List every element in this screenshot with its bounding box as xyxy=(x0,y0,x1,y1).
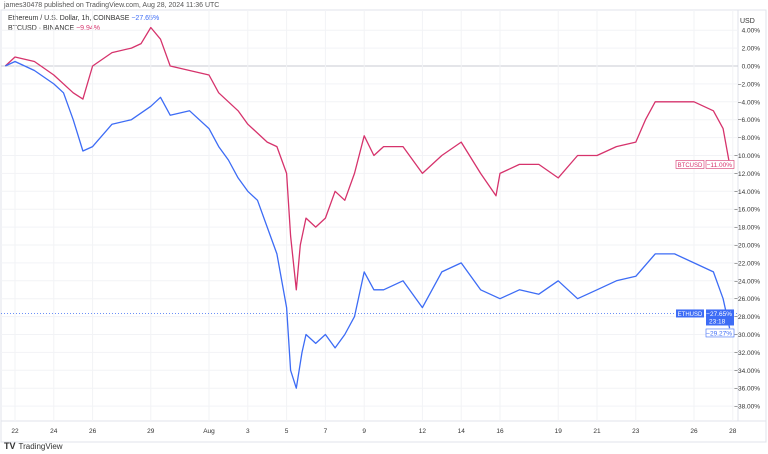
x-tick-label: Aug xyxy=(203,428,215,435)
x-tick-label: 9 xyxy=(362,428,366,435)
x-tick-label: 23 xyxy=(632,428,640,435)
x-tick-label: 7 xyxy=(324,428,328,435)
x-tick-label: 19 xyxy=(555,428,563,435)
y-tick-label: −34.00% xyxy=(734,368,760,375)
x-tick-label: 26 xyxy=(690,428,698,435)
x-tick-label: 3 xyxy=(246,428,250,435)
y-tick-label: −28.00% xyxy=(734,314,760,321)
btc-legend-change: −9.94% xyxy=(76,25,101,32)
btc-last-value-tag xyxy=(705,160,735,169)
legend: Ethereum / U.S. Dollar, 1h, COINBASE −27… xyxy=(8,14,159,34)
eth-name-tag-text: ETHUSD xyxy=(678,312,703,318)
y-tick-label: −10.00% xyxy=(734,153,760,160)
btc-legend-label: BTCUSD · BINANCE xyxy=(8,25,75,32)
x-tick-label: 22 xyxy=(11,428,19,435)
y-tick-label: −38.00% xyxy=(734,404,760,411)
y-tick-label: −36.00% xyxy=(734,386,760,393)
x-tick-label: 26 xyxy=(89,428,97,435)
x-tick-label: 12 xyxy=(419,428,427,435)
tradingview-logo[interactable]: TV TradingView xyxy=(4,441,63,451)
y-tick-label: −22.00% xyxy=(734,260,760,267)
tv-logo-icon: TV xyxy=(4,441,16,451)
series-line-btcusd xyxy=(4,26,731,291)
y-tick-label: −2.00% xyxy=(738,81,760,88)
y-tick-label: −8.00% xyxy=(738,135,760,142)
y-tick-label: −14.00% xyxy=(734,189,760,196)
eth-low-value: −29.27% xyxy=(706,330,732,337)
chart-border xyxy=(0,9,767,443)
y-tick-label: −26.00% xyxy=(734,296,760,303)
x-tick-label: 24 xyxy=(50,428,58,435)
y-tick-label: −30.00% xyxy=(734,332,760,339)
btc-last-value: −11.00% xyxy=(707,162,733,169)
x-tick-label: 28 xyxy=(729,428,737,435)
x-tick-label: 14 xyxy=(458,428,466,435)
y-tick-label: 2.00% xyxy=(742,46,761,53)
y-tick-label: −12.00% xyxy=(734,171,760,178)
logo-text: TradingView xyxy=(18,441,63,451)
y-tick-label: −18.00% xyxy=(734,225,760,232)
eth-legend-label: Ethereum / U.S. Dollar, 1h, COINBASE xyxy=(8,15,130,22)
eth-low-tag xyxy=(705,328,735,338)
x-tick-label: 21 xyxy=(593,428,601,435)
eth-name-tag xyxy=(676,309,704,318)
y-tick-label: 0.00% xyxy=(742,64,761,71)
eth-last-value-tag xyxy=(706,309,734,326)
y-tick-label: −6.00% xyxy=(738,117,760,124)
price-axis-unit: USD xyxy=(740,18,755,25)
eth-legend-change: −27.65% xyxy=(131,15,160,22)
series-line-ethusd xyxy=(5,60,731,389)
y-tick-label: −4.00% xyxy=(738,99,760,106)
y-tick-label: −32.00% xyxy=(734,350,760,357)
eth-countdown: 23:18 xyxy=(709,318,726,325)
x-tick-label: 5 xyxy=(285,428,289,435)
y-tick-label: −24.00% xyxy=(734,278,760,285)
y-tick-label: −16.00% xyxy=(734,207,760,214)
btc-name-tag xyxy=(675,160,705,169)
y-tick-label: −20.00% xyxy=(734,243,760,250)
y-tick-label: 4.00% xyxy=(742,28,761,35)
btc-name-tag-text: BTCUSD xyxy=(678,163,703,169)
x-tick-label: 16 xyxy=(496,428,504,435)
publish-info: james30478 published on TradingView.com,… xyxy=(4,2,220,9)
eth-last-value: −27.65% xyxy=(706,311,732,318)
x-tick-label: 29 xyxy=(147,428,155,435)
